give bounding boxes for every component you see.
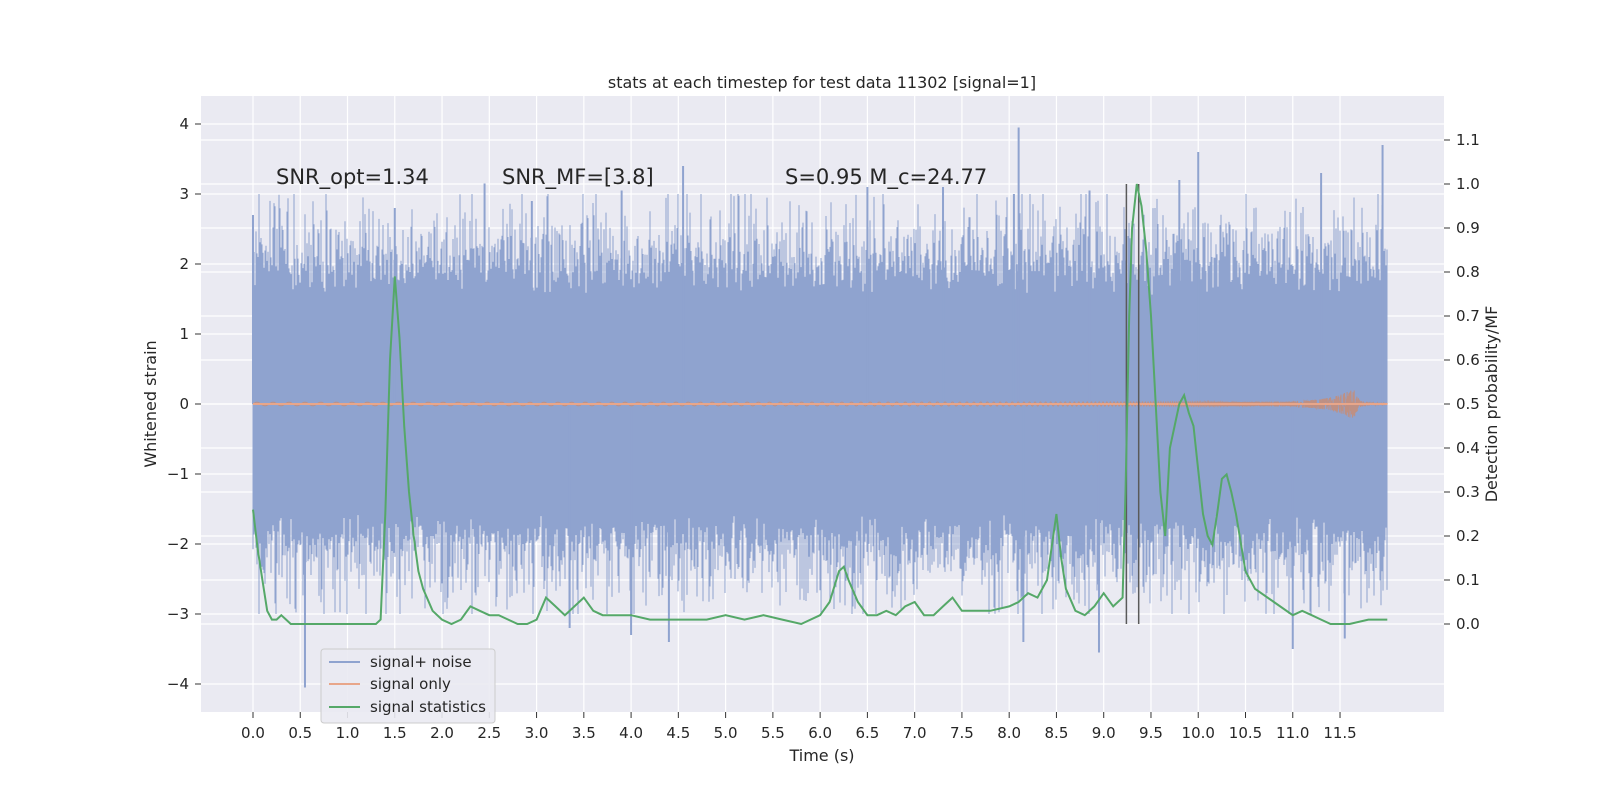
x-tick-label-17: 8.5 [1045, 724, 1069, 742]
y-tick-label-5: 1 [179, 325, 189, 343]
x-tick-label-16: 8.0 [997, 724, 1021, 742]
annotation-s-mc: S=0.95 M_c=24.77 [785, 165, 987, 190]
x-tick-label-7: 3.5 [572, 724, 596, 742]
x-tick-label-19: 9.5 [1139, 724, 1163, 742]
x-tick-label-3: 1.5 [383, 724, 407, 742]
x-tick-label-15: 7.5 [950, 724, 974, 742]
legend-label-signal-statistics: signal statistics [370, 698, 486, 716]
y-right-tick-label-4: 0.4 [1456, 439, 1480, 457]
y-right-tick-label-7: 0.7 [1456, 307, 1480, 325]
y-right-tick-label-9: 0.9 [1456, 219, 1480, 237]
y-tick-label-2: −2 [167, 535, 189, 553]
y-right-tick-label-5: 0.5 [1456, 395, 1480, 413]
x-tick-label-13: 6.5 [855, 724, 879, 742]
y-right-tick-label-10: 1.0 [1456, 175, 1480, 193]
x-tick-label-18: 9.0 [1092, 724, 1116, 742]
x-tick-label-21: 10.5 [1229, 724, 1262, 742]
x-tick-label-0: 0.0 [241, 724, 265, 742]
y-right-tick-label-6: 0.6 [1456, 351, 1480, 369]
legend: signal+ noise signal only signal statist… [320, 648, 496, 724]
y-axis-right-label: Detection probability/MF [1482, 306, 1501, 503]
x-tick-label-11: 5.5 [761, 724, 785, 742]
chart-title: stats at each timestep for test data 113… [608, 73, 1036, 92]
y-right-tick-label-1: 0.1 [1456, 571, 1480, 589]
y-tick-label-6: 2 [179, 255, 189, 273]
legend-label-signal-plus-noise: signal+ noise [370, 653, 472, 671]
y-tick-label-1: −3 [167, 605, 189, 623]
x-tick-label-10: 5.0 [714, 724, 738, 742]
x-tick-label-12: 6.0 [808, 724, 832, 742]
axis-ticks: 0.0 0.5 1.0 1.5 2.0 2.5 3.0 3.5 4.0 4.5 5.0 5.5 6.0 6… [167, 115, 1480, 742]
annotation-snr-opt: SNR_opt=1.34 [276, 165, 429, 190]
x-tick-label-20: 10.0 [1182, 724, 1215, 742]
y-tick-label-0: −4 [167, 675, 189, 693]
x-tick-label-22: 11.0 [1276, 724, 1309, 742]
x-axis-label: Time (s) [788, 746, 854, 765]
x-tick-label-5: 2.5 [477, 724, 501, 742]
y-tick-label-8: 4 [179, 115, 189, 133]
y-right-tick-label-2: 0.2 [1456, 527, 1480, 545]
signal-statistics-series [252, 183, 1388, 626]
x-tick-label-14: 7.0 [903, 724, 927, 742]
x-tick-label-8: 4.0 [619, 724, 643, 742]
y-tick-label-7: 3 [179, 185, 189, 203]
y-right-tick-label-8: 0.8 [1456, 263, 1480, 281]
y-tick-label-4: 0 [179, 395, 189, 413]
legend-label-signal-only: signal only [370, 675, 451, 693]
x-tick-label-1: 0.5 [288, 724, 312, 742]
y-right-tick-label-0: 0.0 [1456, 615, 1480, 633]
y-right-tick-label-3: 0.3 [1456, 483, 1480, 501]
x-tick-label-2: 1.0 [336, 724, 360, 742]
x-tick-label-9: 4.5 [666, 724, 690, 742]
y-tick-label-3: −1 [167, 465, 189, 483]
x-tick-label-23: 11.5 [1323, 724, 1356, 742]
legend-box [320, 648, 496, 724]
x-tick-label-6: 3.0 [525, 724, 549, 742]
annotation-snr-mf: SNR_MF=[3.8] [502, 165, 654, 190]
statistics-trace [252, 183, 1388, 626]
y-axis-label: Whitened strain [141, 340, 160, 467]
signal-only-series [252, 390, 1388, 418]
y-right-tick-label-11: 1.1 [1456, 131, 1480, 149]
x-tick-label-4: 2.0 [430, 724, 454, 742]
